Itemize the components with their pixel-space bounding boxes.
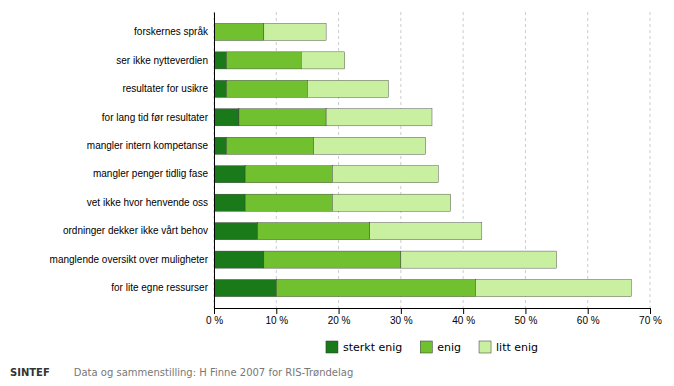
bar xyxy=(245,166,332,183)
bar xyxy=(226,80,307,97)
tick-mark xyxy=(401,308,402,314)
tick: 20 % xyxy=(328,308,351,326)
bar xyxy=(245,194,332,211)
bar xyxy=(326,109,432,126)
tick-label: 20 % xyxy=(328,315,351,326)
bar xyxy=(258,223,370,240)
tick: manglende oversikt over muligheter xyxy=(50,254,214,265)
bar xyxy=(214,23,264,40)
bar xyxy=(214,109,239,126)
tick: 30 % xyxy=(390,308,413,326)
category-label: resultater for usikre xyxy=(122,83,208,94)
tick-label: 30 % xyxy=(390,315,413,326)
bar xyxy=(401,251,557,268)
tick-mark xyxy=(214,308,215,314)
category-label: mangler intern kompetanse xyxy=(87,140,209,151)
legend-item: sterkt enig xyxy=(326,341,402,354)
category-label: ser ikke nytteverdien xyxy=(116,55,208,66)
legend-label: sterkt enig xyxy=(343,341,402,354)
category-label: mangler penger tidlig fase xyxy=(93,168,209,179)
legend-label: litt enig xyxy=(496,341,538,354)
tick-label: 70 % xyxy=(639,315,662,326)
tick-label: 50 % xyxy=(515,315,538,326)
legend: sterkt enig enig litt enig xyxy=(326,341,538,354)
tick: 50 % xyxy=(515,308,538,326)
bar xyxy=(276,280,475,297)
bar xyxy=(332,166,438,183)
tick: 0 % xyxy=(206,308,223,326)
bar xyxy=(214,137,226,154)
bar xyxy=(314,137,426,154)
bar xyxy=(214,52,226,69)
series xyxy=(264,23,631,296)
tick-mark xyxy=(588,308,589,314)
legend-swatch xyxy=(420,341,432,353)
tick: 70 % xyxy=(639,308,662,326)
tick-mark xyxy=(276,308,277,314)
tick: 60 % xyxy=(577,308,600,326)
axis-domain xyxy=(215,309,651,315)
bar xyxy=(214,80,226,97)
bar xyxy=(301,52,345,69)
tick: vet ikke hvor henvende oss xyxy=(87,197,214,208)
tick-label: 40 % xyxy=(452,315,475,326)
category-label: forskernes språk xyxy=(134,26,209,37)
bars xyxy=(214,23,631,296)
tick: for lite egne ressurser xyxy=(111,282,214,293)
tick: 10 % xyxy=(265,308,288,326)
bar xyxy=(476,280,632,297)
tick-mark xyxy=(339,308,340,314)
x-axis: 0 % 10 % 20 % 30 % 40 % 50 % 60 % 70 % xyxy=(206,308,662,326)
bar xyxy=(307,80,388,97)
tick: mangler penger tidlig fase xyxy=(93,168,214,179)
legend-swatch xyxy=(326,341,338,353)
annotation: SINTEF xyxy=(10,367,50,378)
bar xyxy=(226,137,313,154)
tick-mark xyxy=(463,308,464,314)
tick-mark xyxy=(650,308,651,314)
tick: ser ikke nytteverdien xyxy=(116,55,214,66)
bar xyxy=(214,223,258,240)
category-label: vet ikke hvor henvende oss xyxy=(87,197,208,208)
tick-label: 0 % xyxy=(206,315,223,326)
tick: forskernes språk xyxy=(134,26,214,37)
grid-line xyxy=(650,12,651,308)
tick: for lang tid før resultater xyxy=(102,112,214,123)
bar xyxy=(264,23,326,40)
legend-swatch xyxy=(479,341,491,353)
chart: 0 % 10 % 20 % 30 % 40 % 50 % 60 % 70 % forskerne… xyxy=(0,0,674,386)
category-label: manglende oversikt over muligheter xyxy=(50,254,209,265)
bar xyxy=(214,251,264,268)
tick-label: 10 % xyxy=(265,315,288,326)
tick: 40 % xyxy=(452,308,475,326)
tick-label: 60 % xyxy=(577,315,600,326)
category-label: for lite egne ressurser xyxy=(111,282,208,293)
bar xyxy=(332,194,450,211)
legend-item: litt enig xyxy=(479,341,538,354)
bar xyxy=(264,251,401,268)
legend-item: enig xyxy=(420,341,461,354)
tick: resultater for usikre xyxy=(122,83,214,94)
bar xyxy=(214,280,276,297)
grid-line xyxy=(587,12,588,308)
bar xyxy=(239,109,326,126)
footer: SINTEF Data og sammenstilling: H Finne 20… xyxy=(10,367,353,378)
annotation: Data og sammenstilling: H Finne 2007 for… xyxy=(74,367,353,378)
grid-line xyxy=(214,12,215,308)
axis-domain xyxy=(214,13,215,309)
bar xyxy=(226,52,301,69)
grid xyxy=(214,12,650,308)
bar xyxy=(214,194,245,211)
tick-mark xyxy=(525,308,526,314)
legend-label: enig xyxy=(437,341,461,354)
y-axis: forskernes språk ser ikke nytteverdien res… xyxy=(50,13,215,309)
bar xyxy=(214,166,245,183)
plot: 0 % 10 % 20 % 30 % 40 % 50 % 60 % 70 % forskerne… xyxy=(50,12,662,326)
tick: ordninger dekker ikke vårt behov xyxy=(63,225,214,236)
tick: mangler intern kompetanse xyxy=(87,140,214,151)
category-label: for lang tid før resultater xyxy=(102,112,209,123)
category-label: ordninger dekker ikke vårt behov xyxy=(63,225,208,236)
bar xyxy=(370,223,482,240)
